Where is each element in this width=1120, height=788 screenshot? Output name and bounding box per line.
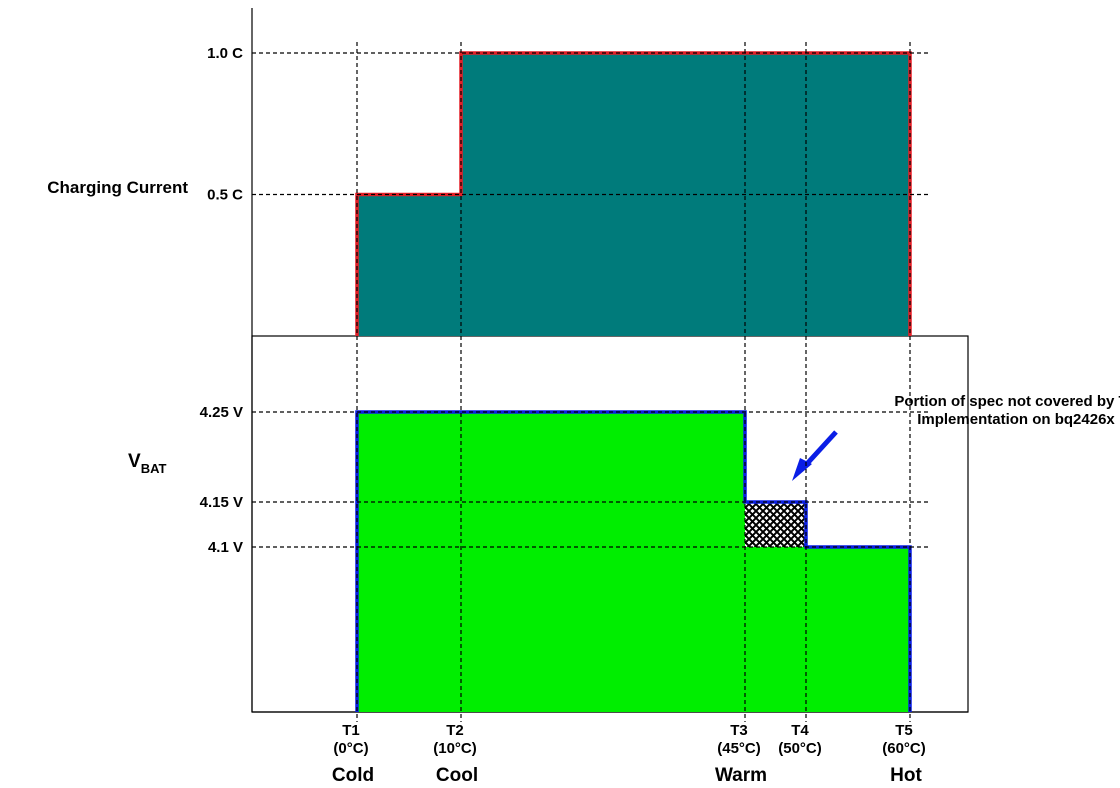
charging-current-panel: 1.0 C 0.5 C Charging Current (47, 45, 930, 336)
vbat-axis-label-sub: BAT (141, 461, 167, 476)
annotation-arrow (802, 430, 838, 469)
x-label-t5: T5 (895, 722, 913, 739)
annotation-line-2: Implementation on bq2426x (917, 411, 1115, 428)
vbat-tick-label-0: 4.25 V (200, 404, 243, 421)
zone-hot: Hot (890, 765, 922, 786)
current-tick-label-0: 1.0 C (207, 45, 243, 62)
vbat-tick-label-2: 4.1 V (208, 539, 243, 556)
x-temp-t5: (60°C) (882, 740, 926, 757)
x-label-t2: T2 (446, 722, 464, 739)
annotation-line-1: Portion of spec not covered by TS (894, 393, 1120, 410)
zone-cool: Cool (436, 765, 478, 786)
annotation-arrowhead (792, 458, 812, 481)
temperature-guides (356, 42, 911, 722)
x-label-t4: T4 (791, 722, 809, 739)
vbat-tick-label-1: 4.15 V (200, 494, 243, 511)
x-temp-t3: (45°C) (717, 740, 761, 757)
temperature-labels: T1(0°C) Cold T2(10°C) Cool T3(45°C) Warm T4(50… (332, 722, 926, 786)
vbat-panel: 4.25 V 4.15 V 4.1 V VBAT Portion of spec n… (128, 393, 1120, 712)
zone-warm: Warm (715, 765, 767, 786)
x-label-t1: T1 (342, 722, 360, 739)
vbat-axis-label-main: V (128, 451, 141, 472)
charging-current-ticks: 1.0 C 0.5 C (207, 45, 930, 204)
x-temp-t2: (10°C) (433, 740, 477, 757)
x-temp-t4: (50°C) (778, 740, 822, 757)
vbat-axis-label: VBAT (128, 451, 166, 476)
current-tick-label-1: 0.5 C (207, 187, 243, 204)
charging-current-axis-label: Charging Current (47, 178, 188, 197)
x-temp-t1: (0°C) (333, 740, 368, 757)
uncovered-spec-hatch (745, 502, 806, 547)
vbat-ticks: 4.25 V 4.15 V 4.1 V (200, 404, 930, 556)
zone-cold: Cold (332, 765, 374, 786)
x-label-t3: T3 (730, 722, 748, 739)
vbat-area (357, 412, 910, 712)
